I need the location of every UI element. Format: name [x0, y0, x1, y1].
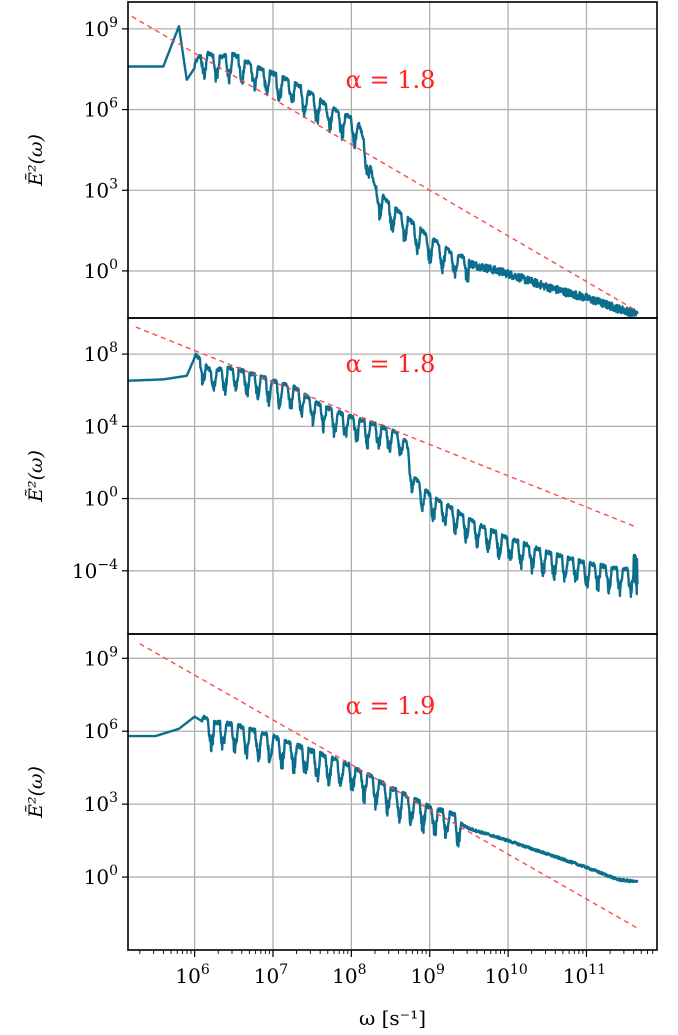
y-tick-label: 106: [84, 96, 118, 122]
y-axis-label: Ẽ²(ω): [25, 134, 47, 187]
y-tick-label: 108: [84, 340, 118, 366]
y-tick-label: 106: [84, 717, 118, 743]
y-tick-label: 100: [84, 485, 118, 511]
y-tick-label: 104: [84, 412, 118, 438]
alpha-annotation: α = 1.9: [346, 692, 436, 720]
power-law-fit-line: [128, 13, 638, 312]
panel-1: α = 1.8 109 106 103 100 Ẽ²(ω): [25, 1, 658, 319]
x-axis-label: ω [s⁻¹]: [359, 1006, 426, 1030]
y-axis-label: Ẽ²(ω): [25, 450, 47, 503]
power-law-fit-line: [139, 643, 638, 929]
y-axis-label: Ẽ²(ω): [25, 766, 47, 819]
grid: [128, 634, 657, 950]
x-tick-label: 107: [254, 962, 288, 988]
panel-2: α = 1.8 108 104 100 10−4 Ẽ²(ω): [25, 317, 658, 635]
panel-3: α = 1.9 109 106 103 100 Ẽ²(ω): [25, 633, 658, 951]
y-tick-label: 100: [84, 863, 118, 889]
spectrum-series: [128, 714, 639, 884]
y-tick-label: 10−4: [72, 557, 118, 583]
spectrum-series: [128, 352, 639, 598]
x-tick-label: 1011: [563, 962, 606, 988]
x-axis: 106 107 108 109 1010 1011: [139, 950, 654, 988]
alpha-annotation: α = 1.8: [346, 66, 436, 94]
y-tick-label: 103: [84, 176, 118, 202]
x-tick-label: 108: [332, 962, 366, 988]
x-tick-label: 1010: [484, 962, 527, 988]
y-tick-label: 109: [84, 15, 118, 41]
grid: [128, 2, 657, 318]
x-tick-label: 109: [411, 962, 445, 988]
y-tick-label: 100: [84, 257, 118, 283]
y-tick-label: 103: [84, 790, 118, 816]
y-tick-label: 109: [84, 644, 118, 670]
spectrum-series: [128, 25, 639, 318]
alpha-annotation: α = 1.8: [346, 350, 436, 378]
axes-frame: [127, 633, 658, 951]
x-tick-label: 106: [175, 962, 209, 988]
power-law-fit-line: [135, 326, 638, 529]
